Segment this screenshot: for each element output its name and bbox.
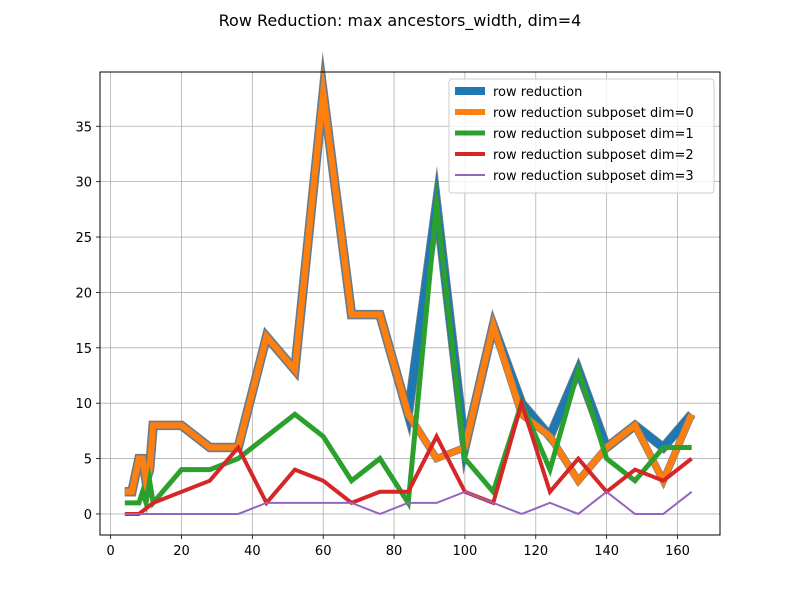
x-tick-label: 120 [523,544,548,559]
y-tick-label: 15 [75,342,92,357]
legend-label: row reduction subposet dim=3 [493,169,694,184]
x-tick-label: 160 [665,544,690,559]
series-line-2 [124,179,692,514]
y-tick-label: 35 [75,120,92,135]
series-line-3 [124,396,693,516]
y-tick-label: 25 [75,231,92,246]
legend-label: row reduction subposet dim=1 [493,127,694,142]
x-tick-label: 40 [244,544,261,559]
series-line-4 [124,490,693,516]
y-tick-label: 10 [75,397,92,412]
x-tick-label: 140 [594,544,619,559]
series-line-1 [124,66,695,495]
x-tick-label: 100 [453,544,478,559]
x-tick-label: 60 [315,544,332,559]
x-tick-label: 20 [173,544,190,559]
y-tick-label: 30 [75,176,92,191]
legend-label: row reduction [493,85,582,100]
y-tick-label: 5 [84,453,92,468]
chart-title: Row Reduction: max ancestors_width, dim=… [219,11,582,31]
y-tick-label: 20 [75,286,92,301]
x-tick-label: 80 [386,544,403,559]
series-layer [124,51,696,516]
axes: 0 20 40 60 80 100 120 140 160 0 5 10 15 20 25 30 35 [75,120,689,559]
legend: row reduction row reduction subposet dim=… [448,78,715,194]
legend-label: row reduction subposet dim=2 [493,148,694,163]
legend-box [448,78,715,194]
plot-frame [99,71,721,536]
y-tick-label: 0 [84,508,92,523]
x-tick-label: 0 [106,544,114,559]
legend-label: row reduction subposet dim=0 [493,106,694,121]
